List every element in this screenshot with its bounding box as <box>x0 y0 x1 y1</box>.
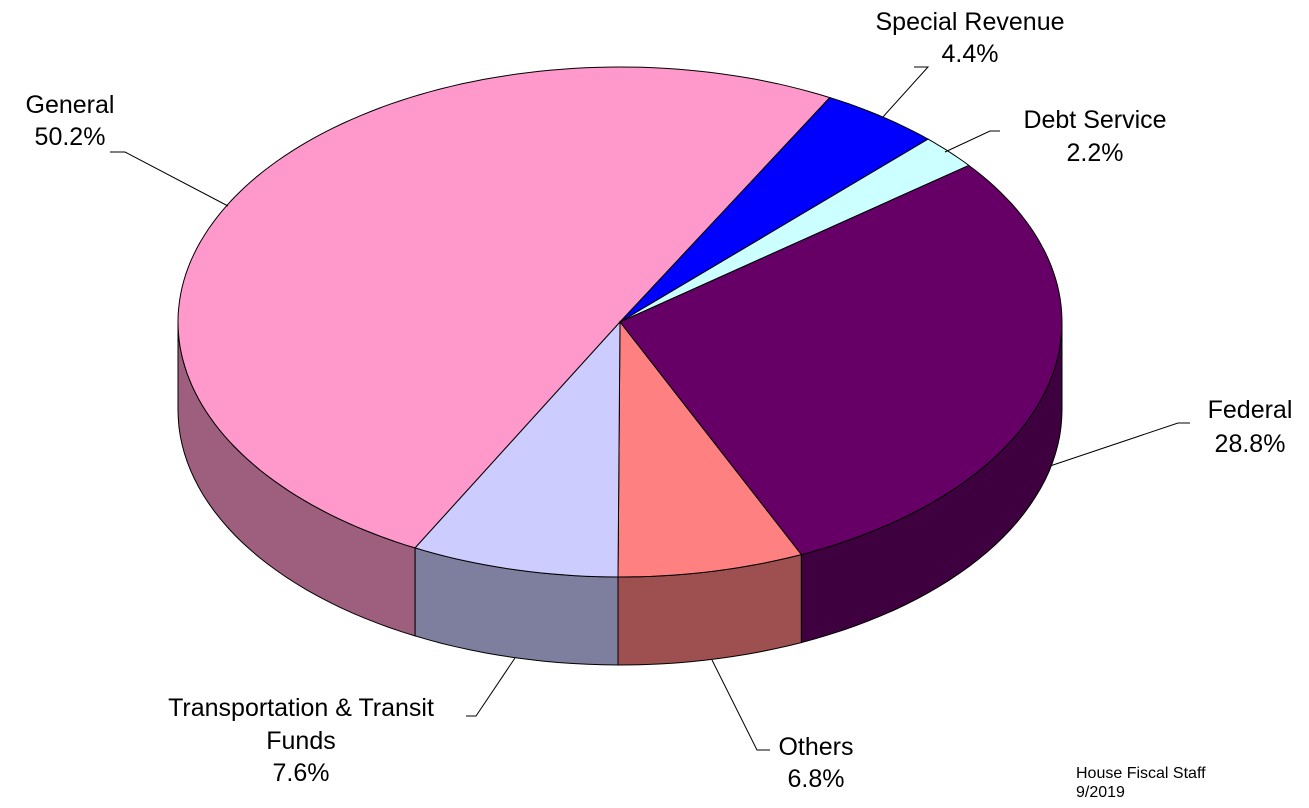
leader-line-general <box>110 151 229 207</box>
slice-name-debt-service: Debt Service <box>1023 106 1166 134</box>
pie-sides <box>177 321 1063 666</box>
slice-value-debt-service: 2.2% <box>1067 139 1124 167</box>
slice-value-federal: 28.8% <box>1215 430 1286 458</box>
slice-name-federal: Federal <box>1208 396 1293 424</box>
slice-name-transportation-transit-funds: Funds <box>266 727 335 755</box>
slice-value-transportation-transit-funds: 7.6% <box>273 759 330 787</box>
leader-lines <box>110 66 1190 751</box>
pie-slice-others <box>617 320 803 578</box>
slice-value-others: 6.8% <box>788 765 845 793</box>
leader-line-federal <box>1049 422 1190 467</box>
leader-line-debt-service <box>944 130 1000 153</box>
slice-name-general: General <box>26 91 115 119</box>
pie-slice-general <box>177 66 831 549</box>
slice-name-others: Others <box>778 733 853 761</box>
leader-line-others <box>711 659 770 751</box>
credit-line-1: House Fiscal Staff <box>1076 765 1206 782</box>
leader-line-transportation-transit-funds <box>466 657 516 717</box>
pie-slice-transportation-transit-funds <box>414 320 621 578</box>
pie-slice-special-revenue <box>619 97 930 323</box>
credit: House Fiscal Staff 9/2019 <box>1076 765 1206 801</box>
pie-slice-debt-service <box>619 138 970 323</box>
pie-slice-federal <box>619 164 1063 556</box>
slice-value-special-revenue: 4.4% <box>942 40 999 68</box>
slice-name-special-revenue: Special Revenue <box>875 8 1064 36</box>
slice-labels: General 50.2% Special Revenue 4.4% Debt Serv… <box>26 8 1293 793</box>
pie-tops <box>177 66 1063 578</box>
slice-value-general: 50.2% <box>35 123 106 151</box>
leader-line-special-revenue <box>881 66 930 119</box>
credit-line-2: 9/2019 <box>1076 784 1125 801</box>
slice-name-transportation-transit-funds: Transportation & Transit <box>168 694 434 722</box>
